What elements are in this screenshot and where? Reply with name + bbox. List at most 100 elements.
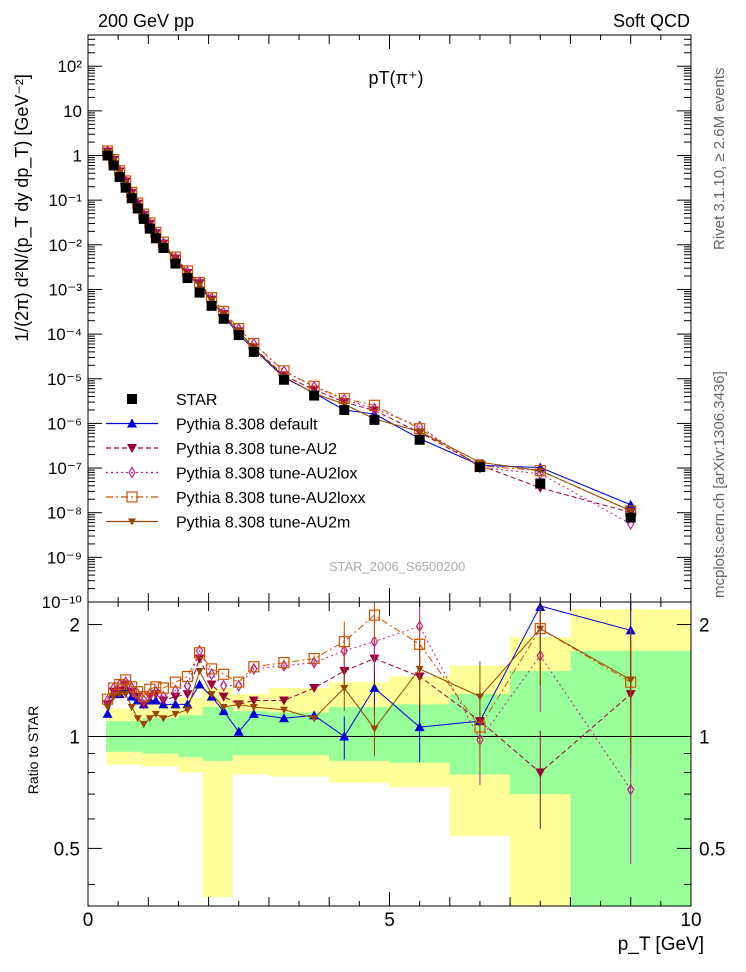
legend-marker [128,518,136,526]
chart-title: pT(π⁺) [369,68,424,88]
legend-marker [127,444,137,453]
main-marker [340,401,349,409]
main-panel [88,35,691,602]
star-data-point [278,374,289,385]
y-tick-label: 10² [57,57,82,76]
y-tick-label: 10⁻² [48,236,82,255]
y-tick-label: 10⁻⁸ [47,504,82,523]
star-data-point [206,300,217,311]
star-data-point [144,223,155,234]
series-star [102,150,636,523]
mcplots-label: mcplots.cern.ch [arXiv:1306.3436] [711,371,728,598]
ratio-marker [170,699,181,709]
ratio-marker [368,609,381,621]
ratio-marker [536,625,545,633]
x-tick-label: 0 [83,910,94,931]
ratio-marker [150,681,162,693]
y-tick-label: 10⁻⁶ [47,414,82,433]
star-data-point [339,404,350,415]
ratio-marker [233,726,244,736]
legend: STAR Pythia 8.308 default Pythia 8.308 tun… [106,392,365,532]
ratio-marker [159,715,168,723]
star-data-point [170,258,181,269]
star-data-point [114,172,125,183]
ratio-marker [309,684,320,694]
ratio-marker [415,665,424,673]
ratio-marker [182,690,193,700]
ratio-marker [250,662,258,676]
uncertainty-bands [106,609,691,906]
y-tick-label: 1 [73,147,82,166]
ratio-marker [169,676,182,688]
legend-marker [126,491,138,503]
ratio-marker [308,652,320,665]
ratio-marker [140,694,148,707]
ratio-marker [103,704,112,712]
x-tick-label: 5 [384,910,395,931]
legend-label: Pythia 8.308 tune-AU2 [176,441,337,458]
ratio-marker [280,659,288,672]
ratio-marker [127,704,136,712]
ratio-marker [182,699,193,709]
ratio-marker [248,708,259,718]
ratio-marker [234,701,243,709]
ratio-marker [248,696,259,706]
main-marker [536,467,545,475]
star-data-point [150,233,161,244]
analysis-watermark: STAR_2006_S6500200 [329,559,465,574]
star-data-point [102,150,113,161]
star-data-point [158,242,169,253]
ratio-marker [535,768,546,778]
ratio-marker [171,710,180,718]
star-data-point [233,330,244,341]
ratio-marker [145,715,154,723]
star-data-point [369,414,380,425]
ratio-marker [120,674,132,686]
ratio-marker [114,686,125,696]
ratio-tick-label-right: 1 [699,727,710,748]
star-data-point [309,390,320,401]
ratio-marker [121,675,130,689]
legend-marker [128,466,136,479]
ratio-marker [206,680,217,690]
ratio-marker [183,706,192,714]
ratio-marker [157,682,169,694]
main-marker [626,507,635,515]
ratio-marker [278,696,289,706]
ratio-marker [181,670,194,683]
star-data-point [414,434,425,445]
main-marker [534,464,546,477]
star-data-point [535,478,546,489]
y-tick-label: 10 [63,102,82,121]
ratio-marker [414,722,425,732]
ratio-marker [370,635,379,648]
ratio-marker [369,683,380,693]
ratio-marker [108,682,120,694]
inner-uncertainty-band [268,712,330,756]
ratio-marker [195,668,204,676]
legend-label: Pythia 8.308 default [176,417,318,434]
legend-label: Pythia 8.308 tune-AU2loxx [176,490,365,507]
ratio-marker [121,691,130,699]
ratio-marker [159,690,168,703]
star-data-point [126,193,137,204]
ratio-marker [193,647,206,659]
ratio-marker [115,691,124,699]
ratio-marker [249,704,258,712]
ratio-marker [134,687,142,701]
ratio-marker [340,685,349,693]
ratio-marker [109,693,118,701]
ratio-marker [171,684,180,697]
x-axis-label: p_T [GeV] [618,934,704,955]
y-tick-label: 10⁻⁵ [47,370,82,389]
ratio-marker [183,679,192,692]
ratio-marker [207,691,216,699]
ratio-axis-label: Ratio to STAR [25,706,41,794]
legend-label: Pythia 8.308 tune-AU2lox [176,466,357,483]
ratio-marker [150,695,161,705]
ratio-marker [194,679,205,689]
ratio-marker [218,668,230,680]
ratio-marker [219,679,228,692]
ratio-marker [138,691,150,703]
